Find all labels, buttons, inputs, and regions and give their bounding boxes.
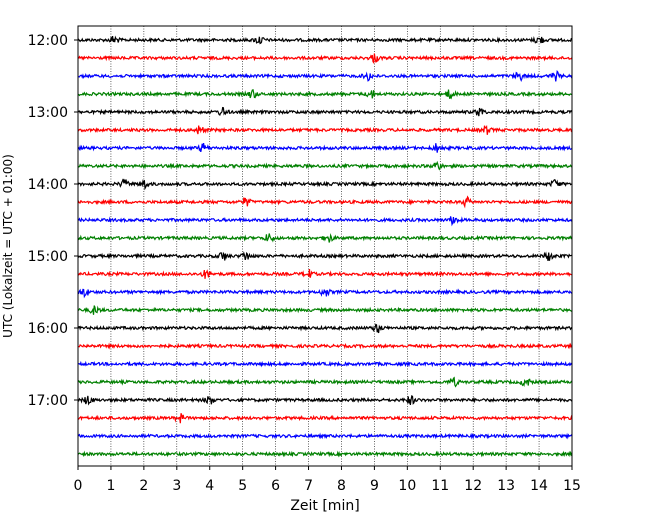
seismogram-trace <box>77 394 573 406</box>
seismogram-trace <box>77 376 573 388</box>
x-tick-label: 8 <box>337 478 346 494</box>
seismogram-traces <box>77 35 573 458</box>
y-axis-label: UTC (Lokalzeit = UTC + 01:00) <box>1 154 15 338</box>
seismogram-trace <box>77 233 573 243</box>
seismogram-trace <box>77 432 573 440</box>
x-tick-label: 9 <box>370 478 379 494</box>
seismogram-trace <box>77 288 573 299</box>
x-axis-ticks: 0 1 2 3 4 5 6 7 8 9 10 11 12 13 14 15 <box>74 466 581 494</box>
y-tick-label: 14:00 <box>28 177 68 193</box>
x-tick-label: 5 <box>238 478 247 494</box>
grid-lines <box>110 26 540 466</box>
x-tick-label: 10 <box>398 478 416 494</box>
seismogram-trace <box>77 89 573 100</box>
seismogram-trace <box>77 195 573 209</box>
x-tick-label: 4 <box>205 478 214 494</box>
seismogram-trace <box>77 106 573 117</box>
seismogram-trace <box>77 124 573 135</box>
x-tick-label: 2 <box>139 478 148 494</box>
seismogram-trace <box>77 53 573 65</box>
plot-frame <box>77 25 573 467</box>
seismogram-trace <box>77 413 573 424</box>
seismogram-trace <box>77 323 573 334</box>
seismogram-trace <box>77 360 573 368</box>
x-tick-label: 14 <box>530 478 548 494</box>
seismogram-trace <box>77 450 573 458</box>
x-tick-label: 3 <box>172 478 181 494</box>
y-tick-label: 17:00 <box>28 393 68 409</box>
x-axis-label: Zeit [min] <box>290 498 359 514</box>
seismogram-trace <box>77 35 573 45</box>
seismogram-trace <box>77 69 573 83</box>
seismogram-trace <box>77 305 573 315</box>
x-tick-label: 6 <box>271 478 280 494</box>
x-tick-label: 7 <box>304 478 313 494</box>
y-axis-ticks: 12:00 13:00 14:00 15:00 16:00 17:00 <box>28 33 78 409</box>
x-tick-label: 15 <box>563 478 581 494</box>
x-tick-label: 13 <box>497 478 515 494</box>
seismogram-trace <box>77 142 573 153</box>
y-tick-label: 16:00 <box>28 321 68 337</box>
seismogram-trace <box>77 216 573 227</box>
y-tick-label: 13:00 <box>28 105 68 121</box>
x-tick-label: 12 <box>464 478 482 494</box>
seismogram-trace <box>77 160 573 171</box>
seismogram-trace <box>77 268 573 279</box>
seismogram-trace <box>77 178 573 191</box>
y-tick-label: 15:00 <box>28 249 68 265</box>
y-tick-label: 12:00 <box>28 33 68 49</box>
seismogram-trace <box>77 251 573 261</box>
x-tick-label: 1 <box>106 478 115 494</box>
x-tick-label: 0 <box>74 478 83 494</box>
seismogram-trace <box>77 342 573 350</box>
x-tick-label: 11 <box>431 478 449 494</box>
